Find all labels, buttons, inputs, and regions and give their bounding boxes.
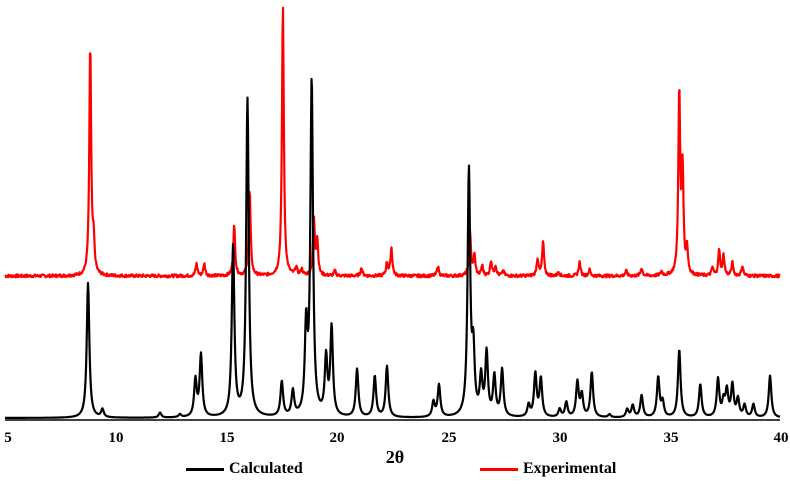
legend-label-experimental: Experimental [523, 460, 617, 477]
x-tick-15: 15 [219, 430, 235, 446]
legend-swatch-calculated [186, 467, 224, 471]
x-tick-20: 20 [329, 430, 345, 446]
legend-swatch-experimental [480, 467, 518, 471]
x-tick-30: 30 [552, 430, 568, 446]
calculated-series-line [4, 77, 781, 419]
x-axis-title: 2θ [385, 447, 405, 467]
legend-item-calculated: Calculated [186, 459, 303, 479]
x-tick-25: 25 [441, 430, 457, 446]
x-tick-5: 5 [4, 430, 12, 446]
legend-label-calculated: Calculated [229, 460, 303, 477]
legend-item-experimental: Experimental [480, 459, 616, 479]
x-tick-35: 35 [663, 430, 679, 446]
x-tick-10: 10 [108, 430, 124, 446]
x-tick-40: 40 [773, 430, 789, 446]
experimental-series-line [4, 6, 781, 279]
